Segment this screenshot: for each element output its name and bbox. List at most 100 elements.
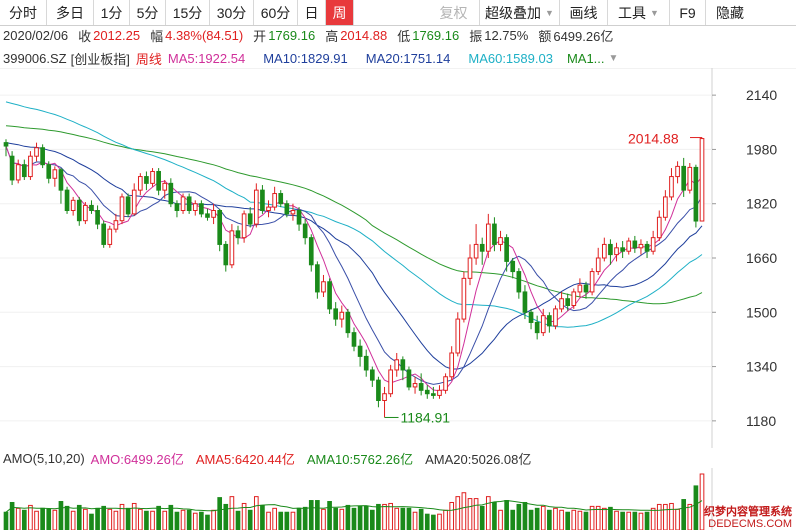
candle-body (577, 284, 583, 293)
volume-bar (345, 504, 351, 530)
legend-expand-icon[interactable]: ▼ (608, 52, 619, 64)
high-label: 高 (325, 29, 339, 44)
volume-bar (9, 501, 15, 530)
grid-lines (0, 94, 712, 422)
draw-line-button[interactable]: 画线 (560, 0, 608, 25)
ma5-label: MA5:1922.54 (167, 50, 246, 66)
volume-bar (235, 510, 241, 530)
watermark-line-1: 织梦内容管理系统 (704, 506, 792, 518)
volume-bars (3, 473, 705, 530)
volume-bar (15, 507, 21, 530)
candle-body (663, 196, 668, 218)
volume-ma-line (5, 499, 703, 513)
candle-body (58, 169, 64, 191)
volume-bar (693, 485, 699, 530)
candle-body (431, 393, 436, 396)
candle-body (601, 243, 607, 259)
candle-body (516, 271, 522, 293)
period-label: 周线 (135, 51, 162, 67)
candle-body (455, 318, 461, 354)
candle-body (424, 389, 430, 395)
volume-bar (83, 508, 88, 530)
candle-body (308, 237, 314, 266)
candle-body (363, 355, 369, 371)
change-value: 4.38%(84.51) (165, 28, 244, 43)
candle-body (278, 193, 284, 205)
volume-bar (34, 510, 39, 530)
candle-body (351, 332, 357, 347)
volume-bar (253, 496, 259, 530)
period-toolbar: 分时 多日 1分 5分 15分 30分 60分 日 周 复权 超级叠加 ▼ 画线 … (0, 0, 796, 26)
candle-body (211, 210, 216, 218)
tab-multi-day[interactable]: 多日 (47, 0, 94, 25)
volume-bar (308, 500, 314, 530)
volume-bar (266, 511, 271, 530)
candle-body (687, 166, 693, 191)
candle-body (547, 315, 552, 327)
hide-button[interactable]: 隐藏 (716, 4, 744, 21)
amplitude-label: 振 (469, 29, 483, 44)
price-tick-label: 1820 (746, 196, 777, 212)
volume-bar (125, 507, 131, 530)
tab-daily[interactable]: 日 (298, 0, 326, 25)
tab-30min[interactable]: 30分 (210, 0, 254, 25)
high-annotation: 2014.88 (628, 131, 702, 147)
volume-chart[interactable] (0, 468, 796, 530)
ama20-value: AMA20:5026.08亿 (425, 451, 532, 467)
candle-body (485, 223, 491, 252)
kline-chart[interactable]: 2140 1980 1820 1660 1500 1340 1180 2014.88 118… (0, 68, 796, 448)
volume-bar (302, 506, 308, 530)
candle-body (388, 369, 393, 395)
volume-bar (40, 507, 45, 530)
candle-body (638, 243, 644, 249)
candle-body (113, 220, 119, 230)
candle-body (357, 345, 363, 357)
tab-5min[interactable]: 5分 (130, 0, 166, 25)
candle-body (565, 298, 571, 306)
volume-bar (485, 496, 491, 530)
candle-body (15, 164, 21, 181)
candle-body (583, 284, 589, 293)
volume-bar (681, 499, 687, 530)
volume-bar (388, 502, 393, 530)
candle-body (119, 196, 125, 222)
volume-bar (547, 509, 552, 530)
volume-bar (21, 509, 27, 530)
volume-bar (443, 509, 448, 530)
tab-1min[interactable]: 1分 (94, 0, 130, 25)
candle-body (693, 166, 699, 222)
volume-bar (327, 501, 332, 530)
volume-bar (663, 503, 668, 530)
candle-body (150, 170, 155, 184)
candle-body (632, 240, 638, 249)
restore-rights-button[interactable]: 复权 (428, 0, 480, 25)
candle-body (656, 216, 662, 239)
candle-body (253, 189, 259, 225)
candle-body (168, 182, 174, 205)
tab-intraday[interactable]: 分时 (0, 0, 47, 25)
volume-bar (608, 506, 613, 530)
volume-bar (315, 500, 320, 530)
super-overlay-button[interactable]: 超级叠加 ▼ (480, 0, 560, 25)
candle-body (675, 165, 680, 178)
tab-60min[interactable]: 60分 (254, 0, 298, 25)
volume-bar (217, 497, 223, 530)
volume-bar (534, 507, 540, 530)
volume-bar (498, 509, 503, 530)
tab-weekly[interactable]: 周 (326, 0, 354, 25)
volume-bar (180, 509, 186, 530)
volume-bar (638, 512, 644, 530)
ma10-label: MA10:1829.91 (263, 50, 348, 66)
tools-button[interactable]: 工具 ▼ (608, 0, 670, 25)
f9-button[interactable]: F9 (670, 0, 706, 25)
candle-body (89, 204, 94, 212)
candle-body (131, 189, 137, 215)
candle-body (260, 189, 265, 212)
tab-15min[interactable]: 15分 (166, 0, 210, 25)
volume-bar (333, 507, 339, 530)
volume-bar (522, 501, 528, 530)
candle-body (437, 389, 442, 396)
candle-body (223, 243, 229, 266)
candle-body (125, 196, 131, 215)
amo-value: AMO:6499.26亿 (90, 451, 184, 467)
